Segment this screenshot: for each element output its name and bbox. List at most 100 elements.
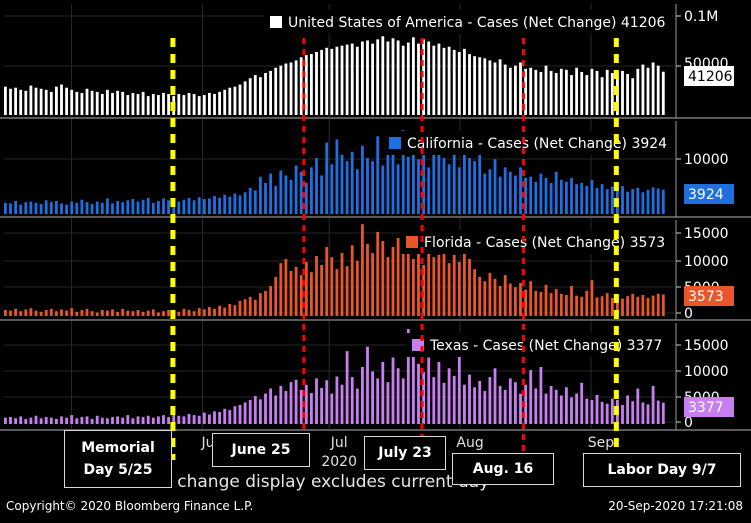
bar-4-94 — [478, 380, 482, 424]
bar-3-51 — [259, 293, 262, 316]
bar-2-119 — [605, 189, 609, 214]
bar-4-103 — [524, 384, 528, 424]
bar-3-83 — [422, 265, 426, 316]
bar-3-31 — [157, 312, 160, 316]
bar-2-15 — [75, 202, 79, 214]
bar-3-5 — [24, 309, 28, 316]
bar-4-127 — [646, 404, 650, 424]
bar-1-95 — [483, 58, 487, 115]
bar-3-4 — [19, 311, 23, 316]
bar-3-71 — [361, 224, 364, 316]
bar-1-33 — [167, 94, 171, 115]
bar-2-30 — [151, 202, 155, 214]
bar-3-3 — [14, 308, 18, 316]
bar-2-22 — [111, 203, 114, 214]
bar-1-50 — [253, 75, 257, 115]
bar-4-113 — [575, 393, 579, 424]
bar-1-64 — [325, 47, 329, 115]
bar-3-113 — [575, 295, 579, 316]
bar-4-65 — [330, 393, 334, 424]
bar-4-106 — [539, 367, 543, 424]
bar-2-100 — [508, 171, 512, 214]
bar-4-87 — [442, 382, 446, 424]
bar-2-109 — [554, 171, 558, 214]
bar-4-1 — [4, 417, 7, 424]
bar-1-83 — [422, 39, 426, 115]
bar-1-23 — [116, 90, 120, 115]
bar-2-25 — [126, 200, 130, 214]
bar-4-81 — [412, 353, 415, 424]
bar-2-8 — [39, 204, 43, 214]
bar-3-27 — [136, 310, 140, 316]
bar-1-119 — [605, 69, 609, 115]
bar-4-59 — [299, 389, 303, 424]
bar-2-31 — [157, 200, 160, 214]
bar-2-73 — [371, 161, 375, 214]
bar-1-85 — [432, 45, 436, 116]
bar-2-33 — [167, 200, 171, 214]
copyright-text: Copyright© 2020 Bloomberg Finance L.P. — [6, 499, 254, 513]
bar-4-24 — [121, 417, 125, 424]
bar-4-129 — [656, 400, 660, 424]
bar-4-16 — [80, 417, 84, 424]
bar-2-106 — [539, 173, 543, 214]
legend-background-4 — [406, 333, 672, 357]
bar-3-70 — [355, 260, 359, 316]
bar-3-129 — [656, 293, 660, 316]
bar-2-116 — [590, 179, 594, 214]
bar-1-87 — [442, 47, 446, 115]
bar-4-98 — [498, 386, 502, 424]
bar-1-39 — [197, 96, 201, 115]
bar-4-56 — [284, 391, 288, 424]
annotation-aug-16: Aug. 16 — [452, 453, 554, 485]
bar-3-93 — [473, 269, 477, 316]
y-tick-label-4-4: 0 — [684, 415, 693, 431]
bar-3-127 — [646, 298, 650, 316]
bar-3-67 — [340, 253, 344, 316]
bar-1-68 — [345, 44, 349, 115]
bar-4-46 — [233, 406, 237, 424]
bar-4-64 — [325, 380, 329, 424]
bar-3-108 — [549, 293, 553, 316]
bar-1-76 — [386, 41, 390, 115]
bar-2-72 — [366, 158, 369, 214]
bar-4-118 — [600, 401, 604, 424]
bar-1-105 — [534, 69, 538, 115]
bar-1-107 — [544, 65, 548, 115]
legend-label-4: Texas - Cases (Net Change) 3377 — [429, 338, 662, 354]
bar-1-32 — [162, 92, 165, 115]
bar-3-76 — [386, 257, 390, 316]
bar-3-36 — [182, 308, 186, 316]
bar-4-40 — [202, 412, 206, 424]
bar-4-34 — [172, 414, 176, 424]
bar-3-64 — [325, 247, 329, 316]
bar-1-115 — [585, 75, 589, 115]
bar-4-116 — [590, 399, 594, 424]
bar-3-55 — [279, 263, 283, 316]
last-value-label-3: 3573 — [688, 289, 724, 305]
bar-1-104 — [529, 67, 533, 115]
bar-2-117 — [595, 187, 599, 214]
bar-3-40 — [202, 309, 206, 316]
bar-2-18 — [90, 204, 94, 214]
bar-1-96 — [488, 60, 492, 115]
bar-2-80 — [406, 156, 410, 214]
bar-1-45 — [228, 87, 232, 115]
bar-3-16 — [80, 310, 84, 316]
last-value-box-4 — [684, 397, 734, 417]
bar-1-40 — [202, 95, 206, 115]
bar-3-107 — [544, 284, 548, 316]
bar-1-28 — [141, 91, 145, 115]
bar-2-68 — [345, 161, 349, 214]
bar-1-20 — [100, 94, 104, 115]
bar-2-118 — [600, 184, 604, 214]
footnote-text: let change display excludes current day — [150, 472, 490, 492]
bar-4-26 — [131, 418, 135, 424]
bar-3-52 — [264, 290, 267, 316]
bar-3-63 — [320, 265, 324, 316]
bar-4-90 — [457, 354, 461, 424]
bar-4-84 — [427, 357, 431, 424]
annotation-aug-16-label: Aug. 16 — [472, 461, 534, 477]
bar-2-9 — [44, 200, 48, 214]
bar-4-33 — [167, 417, 171, 424]
